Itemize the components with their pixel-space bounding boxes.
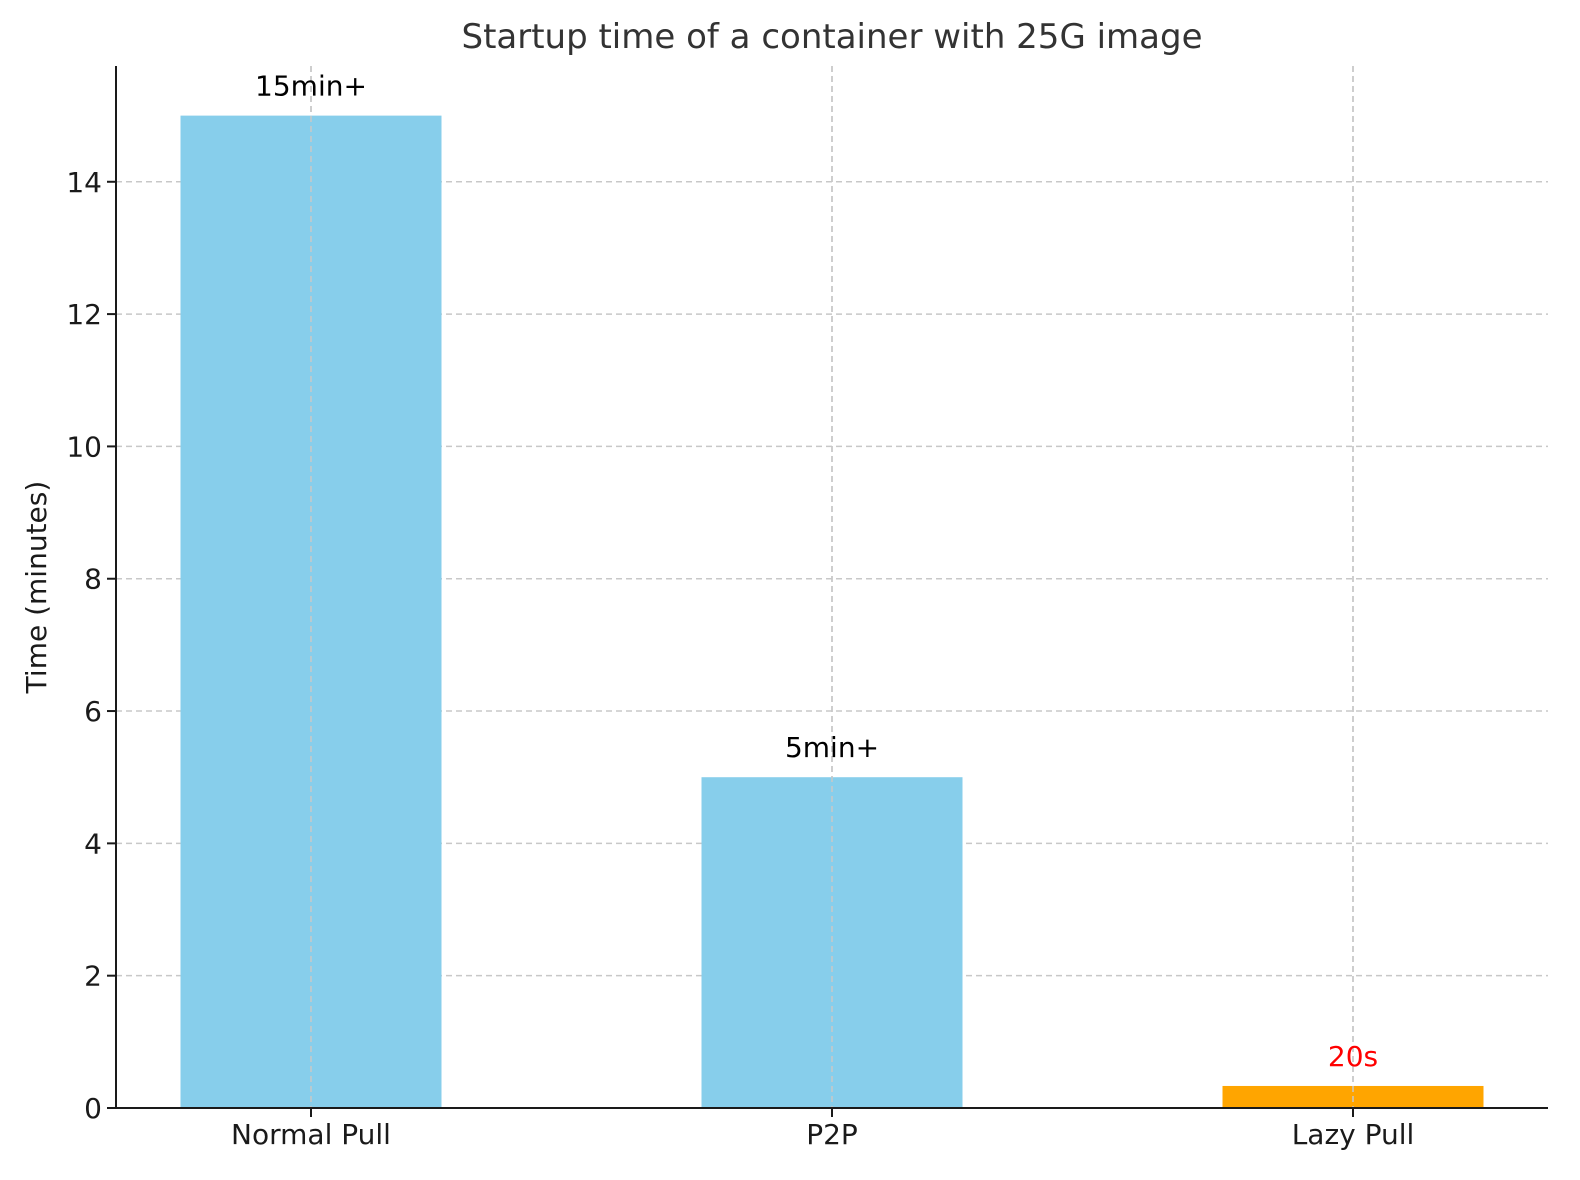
x-tick-label: Lazy Pull [1292, 1118, 1415, 1151]
tick-layer: 0 2 4 6 8 10 12 14 Normal Pull P2P Lazy Pull [66, 166, 1414, 1151]
x-tick-label: Normal Pull [231, 1118, 391, 1151]
chart-title: Startup time of a container with 25G ima… [461, 17, 1202, 57]
x-tick-label: P2P [806, 1118, 858, 1151]
bar-1 [701, 777, 963, 1108]
y-tick-label: 0 [84, 1092, 102, 1125]
y-tick-label: 14 [66, 166, 102, 199]
y-axis-title: Time (minutes) [20, 481, 53, 695]
y-tick-label: 2 [84, 960, 102, 993]
bar-layer [180, 66, 1484, 1109]
bar-data-label: 15min+ [255, 70, 367, 103]
bar-data-label: 5min+ [785, 731, 879, 764]
bar-data-label: 20s [1328, 1040, 1378, 1073]
y-tick-label: 4 [84, 827, 102, 860]
y-tick-label: 10 [66, 430, 102, 463]
data-label-layer: 15min+ 5min+ 20s [255, 70, 1378, 1073]
y-tick-label: 6 [84, 695, 102, 728]
y-tick-label: 8 [84, 563, 102, 596]
y-tick-label: 12 [66, 298, 102, 331]
